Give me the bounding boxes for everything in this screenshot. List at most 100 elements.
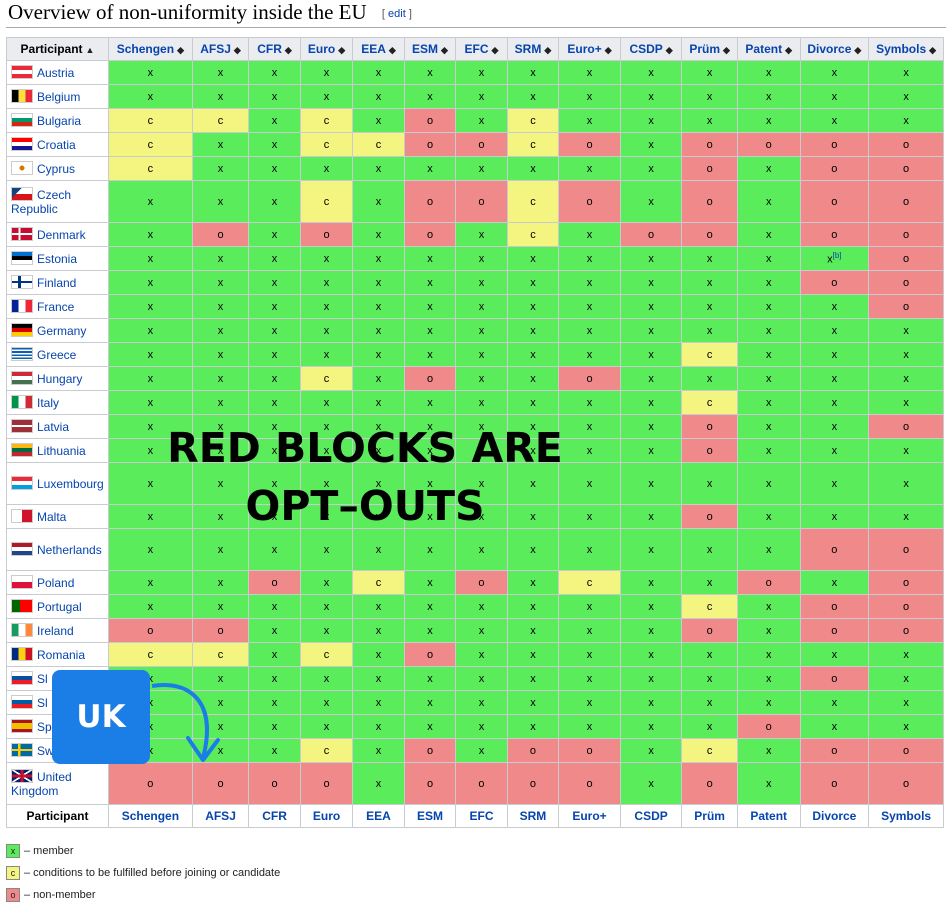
sort-icon[interactable]: ◆ <box>665 45 673 55</box>
country-link[interactable]: Malta <box>37 509 67 524</box>
status-cell-schengen: c <box>107 156 193 181</box>
country-link[interactable]: Greece <box>37 347 77 362</box>
table-row: United Kingdom o o o o x o o o o x o x o o <box>6 762 944 805</box>
footer-label-euro[interactable]: Euro+ <box>558 804 621 828</box>
country-link[interactable]: United Kingdom <box>11 769 72 798</box>
country-link[interactable]: Denmark <box>37 227 86 242</box>
status-cell-eea: x <box>352 504 405 529</box>
country-link[interactable]: Ireland <box>37 623 74 638</box>
status-cell-eea: x <box>352 366 405 391</box>
country-link[interactable]: France <box>37 299 75 314</box>
status-cell-symbols: x <box>868 462 944 505</box>
footer-label-csdp[interactable]: CSDP <box>619 804 683 828</box>
status-cell-eea: c <box>352 570 405 595</box>
country-link[interactable]: Croatia <box>37 137 76 152</box>
sort-icon[interactable]: ◆ <box>929 45 937 55</box>
country-link[interactable]: Latvia <box>37 419 70 434</box>
country-link[interactable]: Austria <box>37 65 75 80</box>
footer-label-euro[interactable]: Euro <box>299 804 354 828</box>
column-header-eea[interactable]: EEA ◆ <box>352 37 405 61</box>
column-header-srm[interactable]: SRM ◆ <box>506 37 560 61</box>
sort-icon[interactable]: ◆ <box>441 45 448 55</box>
status-cell-srm: x <box>506 414 560 439</box>
country-link[interactable]: Italy <box>37 395 60 410</box>
footer-label-efc[interactable]: EFC <box>455 804 508 828</box>
status-cell-esm: o <box>403 108 457 133</box>
column-header-symbols[interactable]: Symbols ◆ <box>868 37 944 61</box>
status-cell-patent: x <box>736 528 801 571</box>
country-link[interactable]: Romania <box>37 647 86 662</box>
sort-icon[interactable]: ◆ <box>338 45 346 55</box>
column-header-patent[interactable]: Patent ◆ <box>736 37 801 61</box>
status-cell-csdp: x <box>619 270 683 295</box>
footer-label-pr-m[interactable]: Prüm <box>681 804 738 828</box>
footer-label-esm[interactable]: ESM <box>403 804 457 828</box>
legend-item: o – non-member <box>6 888 96 902</box>
sort-icon[interactable]: ◆ <box>388 45 396 55</box>
column-header-csdp[interactable]: CSDP ◆ <box>619 37 683 61</box>
footer-label-symbols[interactable]: Symbols <box>868 804 944 828</box>
participant-cell: Czech Republic <box>6 180 109 223</box>
country-link[interactable]: Sw <box>37 743 54 758</box>
sort-icon[interactable]: ◆ <box>544 45 552 55</box>
sort-icon[interactable]: ◆ <box>604 45 612 55</box>
country-link[interactable]: Czech Republic <box>11 187 72 216</box>
sort-icon[interactable]: ◆ <box>723 45 730 55</box>
country-link[interactable]: Bulgaria <box>37 113 82 128</box>
column-header-pr-m[interactable]: Prüm ◆ <box>681 37 738 61</box>
footer-label-cfr[interactable]: CFR <box>248 804 301 828</box>
status-cell-srm: x <box>506 714 560 739</box>
country-link[interactable]: Germany <box>37 323 87 338</box>
footer-label-afsj[interactable]: AFSJ <box>191 804 250 828</box>
country-link[interactable]: Luxembourg <box>37 476 104 491</box>
column-header-euro[interactable]: Euro+ ◆ <box>558 37 621 61</box>
column-header-cfr[interactable]: CFR ◆ <box>248 37 301 61</box>
sort-ascending-icon[interactable]: ▲ <box>85 45 95 55</box>
sort-icon[interactable]: ◆ <box>854 45 862 55</box>
status-cell-pr-m: x <box>681 366 738 391</box>
status-cell-symbols: o <box>868 156 944 181</box>
footer-label-schengen[interactable]: Schengen <box>107 804 193 828</box>
country-link[interactable]: Hungary <box>37 371 83 386</box>
country-link[interactable]: Finland <box>37 275 77 290</box>
status-cell-afsj: x <box>191 84 250 109</box>
column-header-schengen[interactable]: Schengen ◆ <box>107 37 193 61</box>
footnote-link[interactable]: [b] <box>832 251 842 261</box>
country-link[interactable]: Sl <box>37 695 48 710</box>
status-cell-divorce: o <box>799 132 870 157</box>
column-header-euro[interactable]: Euro ◆ <box>299 37 354 61</box>
footer-label-patent[interactable]: Patent <box>736 804 801 828</box>
country-link[interactable]: Lithuania <box>37 443 86 458</box>
status-cell-afsj: x <box>191 294 250 319</box>
status-cell-schengen: x <box>107 318 193 343</box>
country-link[interactable]: Sp <box>37 719 52 734</box>
column-header-esm[interactable]: ESM ◆ <box>403 37 457 61</box>
footer-label-eea[interactable]: EEA <box>352 804 405 828</box>
country-link[interactable]: Belgium <box>37 89 81 104</box>
country-link[interactable]: Cyprus <box>37 161 76 176</box>
status-cell-cfr: x <box>248 180 301 223</box>
column-header-participant[interactable]: Participant ▲ <box>6 37 109 61</box>
country-link[interactable]: Portugal <box>37 599 82 614</box>
footer-label-divorce[interactable]: Divorce <box>799 804 870 828</box>
participant-cell: Finland <box>6 270 109 295</box>
sort-icon[interactable]: ◆ <box>233 45 241 55</box>
sort-icon[interactable]: ◆ <box>785 45 792 55</box>
status-cell-divorce: o <box>799 618 870 643</box>
country-link[interactable]: Netherlands <box>37 542 102 557</box>
country-link[interactable]: Estonia <box>37 251 78 266</box>
column-header-afsj[interactable]: AFSJ ◆ <box>191 37 250 61</box>
country-link[interactable]: Sl <box>37 671 48 686</box>
column-header-efc[interactable]: EFC ◆ <box>455 37 508 61</box>
footer-label-srm[interactable]: SRM <box>506 804 560 828</box>
sort-icon[interactable]: ◆ <box>284 45 292 55</box>
column-header-divorce[interactable]: Divorce ◆ <box>799 37 870 61</box>
participant-cell: France <box>6 294 109 319</box>
sort-icon[interactable]: ◆ <box>177 45 184 55</box>
country-link[interactable]: Poland <box>37 575 75 590</box>
status-cell-schengen: o <box>107 618 193 643</box>
sort-icon[interactable]: ◆ <box>491 45 499 55</box>
edit-link[interactable]: edit <box>388 8 406 21</box>
status-cell-divorce: x <box>799 714 870 739</box>
status-cell-euro: o <box>558 738 621 763</box>
